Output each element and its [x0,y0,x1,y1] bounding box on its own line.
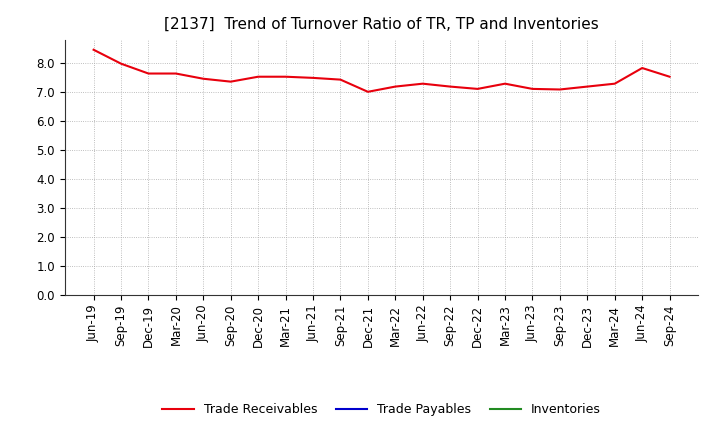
Trade Receivables [336,77,345,82]
Title: [2137]  Trend of Turnover Ratio of TR, TP and Inventories: [2137] Trend of Turnover Ratio of TR, TP… [164,16,599,32]
Trade Receivables [309,75,318,81]
Trade Receivables [638,66,647,71]
Trade Receivables [528,86,537,92]
Trade Receivables [500,81,509,86]
Trade Receivables [364,89,372,95]
Trade Receivables [446,84,454,89]
Trade Receivables [391,84,400,89]
Trade Receivables [226,79,235,84]
Trade Receivables [282,74,290,79]
Trade Receivables [171,71,180,76]
Trade Receivables [254,74,263,79]
Trade Receivables [199,76,207,81]
Trade Receivables [556,87,564,92]
Trade Receivables [583,84,592,89]
Trade Receivables [418,81,427,86]
Legend: Trade Receivables, Trade Payables, Inventories: Trade Receivables, Trade Payables, Inven… [157,398,606,421]
Trade Receivables [611,81,619,86]
Trade Receivables [117,61,125,66]
Line: Trade Receivables: Trade Receivables [94,50,670,92]
Trade Receivables [473,86,482,92]
Trade Receivables [89,47,98,52]
Trade Receivables [144,71,153,76]
Trade Receivables [665,74,674,79]
